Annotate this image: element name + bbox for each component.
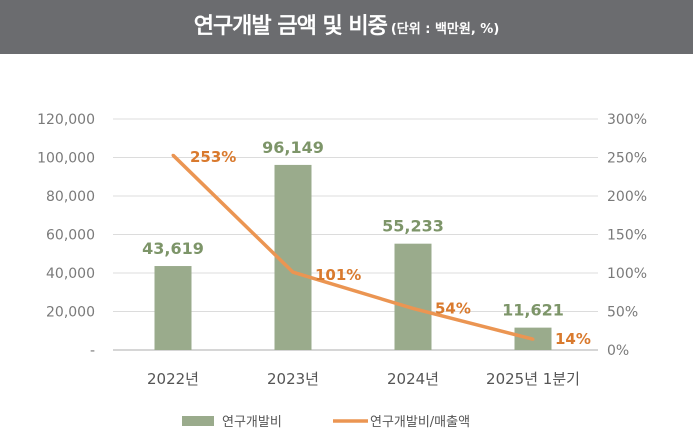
- chart-title: 연구개발 금액 및 비중: [193, 14, 388, 39]
- line-point: [291, 270, 295, 274]
- right-axis-tick: 250%: [607, 151, 647, 167]
- category-label: 2025년 1분기: [486, 370, 580, 388]
- bar-value-label: 11,621: [502, 301, 564, 320]
- left-axis-tick: -: [90, 343, 95, 359]
- line-value-label: 54%: [435, 299, 471, 317]
- line-value-label: 253%: [190, 148, 236, 166]
- left-axis-tick: 120,000: [37, 112, 95, 128]
- chart-subtitle: (단위 : 백만원, %): [390, 22, 500, 37]
- bar: [154, 266, 192, 350]
- title-bar: 연구개발 금액 및 비중 (단위 : 백만원, %): [0, 0, 693, 54]
- line-value-label: 101%: [315, 266, 361, 284]
- legend-bar-swatch: [182, 416, 214, 426]
- line-point: [171, 153, 175, 157]
- right-axis-tick: 200%: [607, 189, 647, 205]
- series-line: [171, 153, 534, 341]
- line-point: [411, 306, 415, 310]
- category-label: 2024년: [387, 370, 439, 388]
- category-label: 2022년: [147, 370, 199, 388]
- legend-line-label: 연구개발비/매출액: [370, 415, 470, 430]
- bar: [394, 243, 432, 350]
- left-axis-tick: 80,000: [46, 189, 95, 205]
- right-axis-tick: 0%: [607, 343, 629, 359]
- line-value-label: 14%: [555, 330, 591, 348]
- left-axis-tick: 60,000: [46, 228, 95, 244]
- bar-value-label: 43,619: [142, 239, 204, 258]
- right-axis-tick: 300%: [607, 112, 647, 128]
- legend-bar-label: 연구개발비: [222, 415, 282, 430]
- left-axis-tick: 20,000: [46, 305, 95, 321]
- left-axis-tick: 40,000: [46, 266, 95, 282]
- right-axis-tick: 150%: [607, 228, 647, 244]
- bar-value-label: 55,233: [382, 217, 444, 236]
- bar: [274, 164, 312, 350]
- line-point: [531, 337, 535, 341]
- right-axis-tick: 100%: [607, 266, 647, 282]
- right-axis-tick: 50%: [607, 305, 638, 321]
- bar-value-label: 96,149: [262, 138, 324, 157]
- left-axis-tick: 100,000: [37, 151, 95, 167]
- category-label: 2023년: [267, 370, 319, 388]
